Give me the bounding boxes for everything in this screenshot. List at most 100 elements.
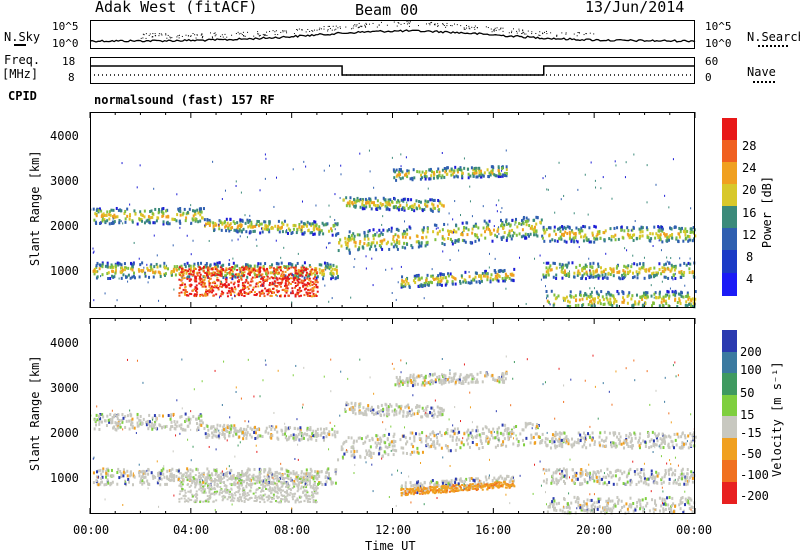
power-echo-cell — [265, 225, 268, 229]
power-echo-cell — [509, 223, 512, 227]
power-echo-cell — [305, 291, 308, 294]
power-echo-cell — [220, 275, 223, 278]
power-echo-cell — [563, 269, 566, 273]
power-echo-cell — [641, 303, 644, 307]
power-echo-cell — [429, 177, 432, 181]
power-echo-cell — [302, 269, 305, 272]
noise-search-point — [523, 31, 525, 33]
power-echo-cell — [95, 265, 98, 269]
power-echo-cell — [242, 283, 245, 286]
power-echo-cell — [687, 239, 690, 243]
power-echo-cell — [604, 267, 607, 271]
power-echo-cell — [399, 168, 402, 172]
power-echo-cell — [555, 273, 558, 277]
power-echo-cell — [348, 248, 351, 252]
power-echo-cell — [659, 233, 662, 237]
power-echo-cell — [186, 277, 189, 280]
power-echo-cell — [670, 266, 673, 270]
noise-search-point — [539, 34, 541, 36]
power-echo-cell — [290, 232, 293, 236]
power-echo-cell — [641, 297, 644, 301]
power-echo-cell — [347, 234, 350, 238]
power-echo-cell — [622, 236, 625, 240]
power-echo-cell — [317, 228, 320, 232]
power-echo-cell — [395, 178, 398, 182]
power-echo-cell — [559, 230, 562, 234]
vel-cbar-tick-50: 50 — [740, 386, 755, 400]
power-echo-cell — [407, 169, 410, 173]
power-echo-cell — [268, 230, 271, 234]
power-echo-cell — [165, 215, 168, 219]
power-echo-cell — [525, 223, 528, 227]
power-echo-cell — [469, 281, 472, 285]
power-echo-cell — [257, 262, 260, 266]
power-echo-cell — [569, 294, 572, 298]
power-echo-cell — [141, 213, 144, 217]
power-echo-cell — [554, 297, 557, 301]
power-echo-cell — [563, 273, 566, 277]
power-echo-cell — [236, 226, 239, 230]
power-echo-cell — [420, 284, 423, 288]
power-echo-cell — [649, 274, 652, 278]
power-echo-cell — [626, 294, 629, 298]
power-echo-cell — [436, 170, 439, 174]
power-ytick-2000: 2000 — [50, 219, 79, 233]
power-echo-cell — [584, 277, 587, 281]
power-echo-cell — [297, 272, 300, 276]
power-echo-cell — [162, 220, 165, 224]
power-echo-cell — [593, 224, 596, 228]
power-echo-cell — [471, 227, 474, 231]
power-echo-cell — [486, 168, 489, 172]
power-echo-cell — [215, 293, 218, 296]
power-echo-cell — [567, 261, 570, 265]
power-echo-cell — [339, 238, 342, 242]
power-echo-cell — [137, 268, 140, 272]
power-echo-cell — [570, 295, 573, 299]
power-echo-cell — [472, 174, 475, 178]
power-echo-cell — [564, 271, 567, 275]
power-echo-cell — [485, 225, 488, 229]
power-echo-cell — [264, 280, 267, 283]
power-echo-cell — [310, 272, 313, 276]
noise-search-point — [511, 30, 513, 32]
power-echo-cell — [378, 243, 381, 247]
power-echo-cell — [432, 206, 435, 210]
power-echo-cell — [674, 293, 677, 297]
power-echo-cell — [194, 280, 197, 283]
power-echo-cell — [286, 223, 289, 227]
power-echo-cell — [233, 291, 236, 294]
power-echo-cell — [239, 267, 242, 270]
power-echo-cell — [688, 271, 691, 275]
power-echo-cell — [505, 274, 508, 278]
power-echo-cell — [565, 240, 568, 244]
noise-search-point — [339, 27, 341, 29]
power-echo-cell — [509, 272, 512, 276]
power-echo-cell — [196, 208, 199, 212]
power-echo-cell — [326, 261, 329, 265]
power-echo-cell — [439, 283, 442, 287]
noise-search-point — [166, 37, 168, 39]
noise-search-point — [282, 31, 284, 33]
xtick-0400: 04:00 — [173, 523, 210, 537]
power-echo-cell — [609, 227, 612, 231]
power-echo-cell — [253, 224, 256, 228]
power-echo-cell — [535, 229, 538, 233]
power-echo-cell — [583, 266, 586, 270]
noise-search-point — [275, 30, 277, 32]
power-echo-cell — [288, 267, 291, 270]
power-echo-cell — [207, 276, 210, 279]
power-echo-cell — [593, 240, 596, 244]
power-echo-cell — [198, 282, 201, 285]
noise-search-point — [434, 24, 436, 26]
power-echo-cell — [678, 235, 681, 239]
power-echo-cell — [106, 265, 109, 269]
noise-search-point — [437, 25, 439, 27]
power-echo-cell — [564, 298, 567, 302]
power-echo-cell — [337, 232, 340, 236]
power-echo-cell — [294, 277, 297, 280]
power-echo-cell — [380, 231, 383, 235]
power-echo-cell — [189, 264, 192, 268]
power-echo-cell — [258, 291, 261, 294]
power-echo-cell — [225, 269, 228, 272]
power-echo-cell — [622, 272, 625, 276]
